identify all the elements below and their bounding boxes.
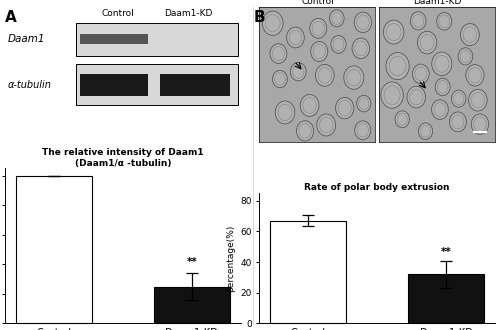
Text: A: A	[5, 10, 17, 25]
Title: Control: Control	[301, 0, 334, 6]
Circle shape	[336, 97, 354, 119]
Circle shape	[460, 24, 479, 46]
Bar	[160, 74, 230, 96]
Text: α-tubulin: α-tubulin	[8, 80, 51, 90]
Circle shape	[458, 48, 472, 65]
Title: Rate of polar body extrusion: Rate of polar body extrusion	[304, 183, 450, 192]
Circle shape	[432, 52, 452, 76]
Circle shape	[418, 31, 436, 54]
Text: **: **	[186, 257, 197, 267]
Y-axis label: percentage(%): percentage(%)	[226, 224, 234, 292]
Title: Daam1-KD: Daam1-KD	[413, 0, 461, 6]
Circle shape	[311, 42, 328, 61]
Circle shape	[300, 94, 319, 116]
Circle shape	[290, 62, 306, 81]
Circle shape	[412, 64, 429, 83]
Circle shape	[410, 12, 426, 30]
Circle shape	[432, 100, 448, 119]
Title: The relative intensity of Daam1
(Daam1/α -tubulin): The relative intensity of Daam1 (Daam1/α…	[42, 148, 203, 168]
Circle shape	[386, 52, 409, 80]
Circle shape	[331, 36, 346, 53]
Bar	[76, 64, 238, 105]
Text: Daam1: Daam1	[8, 34, 45, 44]
Circle shape	[270, 44, 287, 63]
Bar	[16, 176, 92, 323]
Circle shape	[344, 66, 364, 89]
Circle shape	[262, 11, 283, 35]
Circle shape	[407, 86, 426, 108]
Circle shape	[286, 27, 304, 48]
Circle shape	[276, 101, 295, 124]
Circle shape	[381, 82, 404, 108]
Circle shape	[354, 121, 370, 140]
Text: Daam1-KD: Daam1-KD	[164, 9, 213, 18]
Circle shape	[354, 12, 372, 32]
Bar	[80, 34, 148, 45]
Circle shape	[384, 20, 404, 44]
Circle shape	[272, 70, 287, 88]
Circle shape	[452, 90, 466, 107]
Circle shape	[330, 10, 344, 27]
Bar	[408, 274, 484, 323]
Circle shape	[357, 95, 371, 112]
Circle shape	[468, 89, 487, 111]
Text: B: B	[254, 10, 266, 25]
Circle shape	[418, 123, 432, 140]
Circle shape	[466, 65, 484, 86]
Circle shape	[437, 13, 452, 30]
Bar	[154, 286, 230, 323]
Bar	[76, 23, 238, 56]
Circle shape	[316, 64, 334, 86]
Circle shape	[352, 38, 370, 58]
Circle shape	[450, 112, 466, 132]
Circle shape	[317, 114, 336, 136]
Text: **: **	[441, 247, 452, 257]
Bar	[80, 74, 148, 96]
Bar	[270, 221, 346, 323]
Circle shape	[435, 78, 450, 96]
Circle shape	[296, 121, 314, 141]
Circle shape	[395, 111, 409, 128]
Circle shape	[310, 18, 326, 38]
Circle shape	[472, 114, 488, 134]
Text: Control: Control	[102, 9, 134, 18]
